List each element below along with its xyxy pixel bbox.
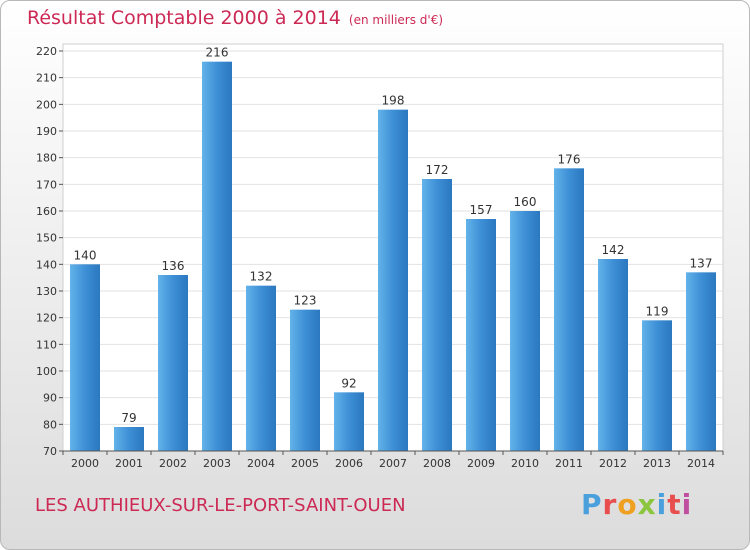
x-tick-label: 2000 <box>71 457 99 470</box>
y-tick-label: 110 <box>36 338 57 351</box>
bar[interactable] <box>334 392 364 451</box>
bar[interactable] <box>202 61 232 452</box>
x-tick-label: 2012 <box>599 457 627 470</box>
x-tick-label: 2009 <box>467 457 495 470</box>
chart-title: Résultat Comptable 2000 à 2014 <box>27 7 341 29</box>
data-label: 92 <box>341 376 356 390</box>
chart-subtitle: (en milliers d'€) <box>348 13 444 27</box>
logo-letter: t <box>667 488 682 521</box>
proxiti-logo[interactable]: Proxiti <box>581 488 692 521</box>
data-label: 142 <box>602 243 625 257</box>
bar[interactable] <box>290 309 320 451</box>
logo-letter: o <box>617 488 638 521</box>
bar[interactable] <box>598 259 628 451</box>
data-label: 137 <box>690 256 713 270</box>
bar[interactable] <box>158 275 188 451</box>
bar[interactable] <box>510 211 540 451</box>
x-tick-labels: 2000 2001 2002 2003 2004 2005 2006 2007 2008 2009… <box>62 450 724 470</box>
logo-letter: i <box>656 488 668 521</box>
data-label: 140 <box>74 248 97 262</box>
data-label: 176 <box>558 152 581 166</box>
bar[interactable] <box>554 168 584 452</box>
bar[interactable] <box>70 264 100 451</box>
x-tick-label: 2005 <box>291 457 319 470</box>
bar[interactable] <box>114 427 144 451</box>
data-label: 216 <box>206 46 229 60</box>
y-tick-label: 210 <box>36 72 57 85</box>
data-label: 79 <box>121 411 136 425</box>
y-tick-label: 160 <box>36 205 57 218</box>
x-tick-label: 2003 <box>203 457 231 470</box>
y-tick-label: 140 <box>36 258 57 271</box>
data-label: 136 <box>162 259 185 273</box>
x-tick-label: 2014 <box>687 457 715 470</box>
y-tick-label: 180 <box>36 152 57 165</box>
bar[interactable] <box>642 320 672 451</box>
y-tick-label: 100 <box>36 365 57 378</box>
logo-letter: x <box>637 488 657 521</box>
bar[interactable] <box>246 285 276 451</box>
data-label: 132 <box>250 270 273 284</box>
x-tick-label: 2004 <box>247 457 275 470</box>
x-tick-label: 2008 <box>423 457 451 470</box>
x-tick-label: 2011 <box>555 457 583 470</box>
y-tick-label: 70 <box>43 445 57 458</box>
logo-letter: r <box>602 488 618 521</box>
x-tick-label: 2007 <box>379 457 407 470</box>
bar[interactable] <box>466 219 496 451</box>
data-label: 160 <box>514 195 537 209</box>
data-label: 119 <box>646 304 669 318</box>
y-tick-label: 80 <box>43 418 57 431</box>
data-label: 198 <box>382 94 405 108</box>
y-tick-label: 170 <box>36 178 57 191</box>
y-tick-label: 150 <box>36 232 57 245</box>
bar[interactable] <box>422 179 452 451</box>
bar[interactable] <box>378 109 408 452</box>
x-tick-label: 2001 <box>115 457 143 470</box>
y-tick-label: 90 <box>43 392 57 405</box>
data-labels: 140 79 136 216 132 123 92 198 172 157 160 176 142 119… <box>74 46 713 425</box>
x-tick-label: 2002 <box>159 457 187 470</box>
y-tick-label: 220 <box>36 45 57 58</box>
x-tick-label: 2006 <box>335 457 363 470</box>
y-tick-labels: 70 80 90 100 110 120 130 140 150 160 170 180 190 200 2… <box>36 45 57 458</box>
chart-title-block: Résultat Comptable 2000 à 2014 (en millie… <box>27 7 443 29</box>
logo-letter: i <box>681 488 693 521</box>
data-label: 157 <box>470 203 493 217</box>
y-tick-label: 200 <box>36 98 57 111</box>
data-label: 172 <box>426 163 449 177</box>
x-tick-label: 2010 <box>511 457 539 470</box>
logo-letter: P <box>581 488 603 521</box>
data-label: 123 <box>294 294 317 308</box>
bars <box>70 61 716 452</box>
y-tick-label: 120 <box>36 312 57 325</box>
y-tick-label: 190 <box>36 125 57 138</box>
location-label: LES AUTHIEUX-SUR-LE-PORT-SAINT-OUEN <box>35 495 406 516</box>
bar[interactable] <box>686 272 716 451</box>
y-tick-label: 130 <box>36 285 57 298</box>
x-tick-label: 2013 <box>643 457 671 470</box>
